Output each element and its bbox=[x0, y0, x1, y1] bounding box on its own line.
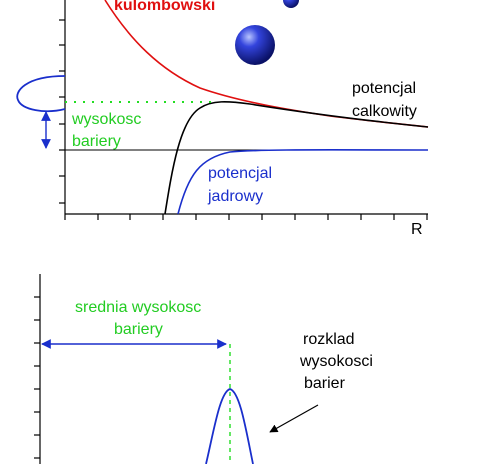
nuclear-potential-label-1: potencjal bbox=[208, 165, 272, 182]
large-sphere bbox=[235, 25, 275, 65]
distribution-loop bbox=[16, 75, 66, 113]
barrier-height-label-2: bariery bbox=[72, 133, 121, 150]
distribution-curve bbox=[205, 388, 254, 464]
distribution-label-3: barier bbox=[304, 375, 346, 392]
top-diagram: R kulombowski potencjal calkowity wysoko… bbox=[16, 0, 429, 238]
barrier-height-label-1: wysokosc bbox=[71, 111, 141, 128]
top-y-ticks bbox=[59, 19, 65, 204]
small-sphere bbox=[283, 0, 299, 8]
distribution-pointer-arrow bbox=[269, 404, 319, 433]
coulomb-label: kulombowski bbox=[114, 0, 215, 14]
bottom-diagram: srednia wysokosc bariery rozklad wysokos… bbox=[34, 274, 373, 464]
top-x-axis-label: R bbox=[411, 221, 423, 238]
top-x-ticks bbox=[64, 214, 428, 220]
total-potential-curve bbox=[164, 101, 429, 215]
nuclear-potential-curve bbox=[177, 149, 429, 215]
nuclear-potential-label-2: jadrowy bbox=[207, 188, 263, 205]
distribution-label-2: wysokosci bbox=[299, 353, 373, 370]
distribution-label-1: rozklad bbox=[303, 331, 355, 348]
total-potential-label-1: potencjal bbox=[352, 80, 416, 97]
total-potential-label-2: calkowity bbox=[352, 103, 417, 120]
mean-barrier-label-1: srednia wysokosc bbox=[75, 299, 201, 316]
bottom-y-ticks bbox=[34, 296, 40, 459]
mean-barrier-label-2: bariery bbox=[114, 321, 163, 338]
